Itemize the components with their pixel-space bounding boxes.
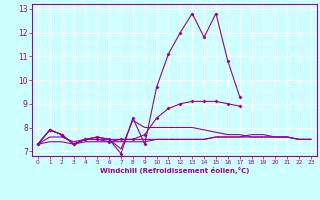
X-axis label: Windchill (Refroidissement éolien,°C): Windchill (Refroidissement éolien,°C) bbox=[100, 167, 249, 174]
